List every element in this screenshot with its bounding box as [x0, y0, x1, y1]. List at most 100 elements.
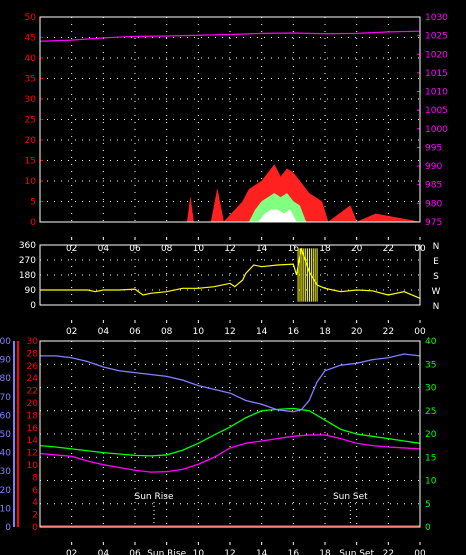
pioggia-ytick-label: 2 [32, 511, 38, 521]
wind-xtick-label: 08 [161, 244, 173, 254]
wind-xtick-label: 18 [319, 244, 331, 254]
temp-ytick-label: 5 [425, 500, 431, 510]
wind-xtick-label: 02 [66, 244, 77, 254]
humidity-xtick-label: Sun Rise [147, 549, 186, 555]
umidita-ytick-label: 60 [0, 411, 11, 421]
pressure-ytick-label: 1030 [425, 13, 448, 23]
wind-max-area [40, 164, 421, 223]
umidita-ytick-label: 30 [0, 467, 11, 477]
humidity-xtick-label: 04 [98, 549, 110, 555]
wind-ytick-label: 40 [25, 54, 37, 64]
wind-ytick-label: 25 [25, 116, 36, 126]
wind-ytick-label: 15 [25, 157, 36, 167]
pressure-ytick-label: 1015 [425, 69, 448, 79]
direction-ytick-label: 180 [19, 271, 36, 281]
temp-ytick-label: 35 [425, 360, 436, 370]
pressure-ytick-label: 1020 [425, 50, 448, 60]
pressure-ytick-label: 990 [425, 162, 442, 172]
label-temperatura: Temperatura [312, 321, 383, 334]
pioggia-ytick-label: 28 [27, 349, 39, 359]
humidity-xtick-label: 00 [414, 549, 426, 555]
wind-ytick-label: 30 [25, 95, 37, 105]
humidity-xtick-label: 10 [193, 549, 205, 555]
direction-xtick-label: 22 [383, 327, 394, 337]
direction-xtick-label: 18 [319, 327, 331, 337]
humidity-xtick-label: Sun Set [339, 549, 374, 555]
dewpoint-line [39, 434, 421, 473]
direction-compass-label: E [433, 257, 439, 267]
pressure-ytick-label: 1000 [425, 125, 448, 135]
wind-ytick-label: 0 [30, 218, 36, 228]
pressure-ytick-label: 995 [425, 143, 442, 153]
direction-panel-frame [39, 244, 421, 306]
direction-xtick-label: 04 [98, 327, 110, 337]
pressure-ytick-label: 985 [425, 181, 442, 191]
umidita-ytick-label: 0 [5, 523, 11, 533]
temp-ytick-label: 15 [425, 453, 436, 463]
temp-ytick-label: 10 [425, 477, 437, 487]
pioggia-ytick-label: 16 [27, 424, 39, 434]
wind-xtick-label: 22 [383, 244, 394, 254]
wind-ytick-label: 10 [25, 177, 37, 187]
temp-ytick-label: 30 [425, 384, 437, 394]
direction-compass-label: N [433, 242, 440, 252]
humidity-xtick-label: 14 [256, 549, 268, 555]
label-dewpoint: Dew Point (°C) [392, 321, 466, 334]
direction-compass-label: W [432, 287, 441, 297]
wind-xtick-label: 06 [129, 244, 141, 254]
umidita-ytick-label: 40 [0, 449, 11, 459]
direction-compass-label: S [433, 272, 439, 282]
wind-panel-frame [39, 16, 421, 223]
direction-xtick-label: 20 [351, 327, 363, 337]
pioggia-ytick-label: 22 [27, 387, 38, 397]
pioggia-ytick-label: 10 [27, 461, 39, 471]
wind-ytick-label: 20 [25, 136, 37, 146]
direction-compass-label: N [433, 302, 440, 312]
direction-ytick-label: 270 [19, 256, 36, 266]
humidity-xtick-label: 02 [66, 549, 77, 555]
umidita-ytick-label: 70 [0, 393, 11, 403]
pioggia-ytick-label: 24 [27, 374, 39, 384]
label-pioggia: Pioggia [2, 321, 42, 334]
umidita-ytick-label: 10 [0, 504, 11, 514]
pioggia-ytick-label: 26 [27, 362, 39, 372]
pressure-ytick-label: 1025 [425, 32, 448, 42]
header-right-label: Pressione [372, 0, 425, 13]
direction-ytick-label: 0 [30, 301, 36, 311]
direction-xtick-label: 16 [288, 327, 300, 337]
pioggia-ytick-label: 8 [32, 473, 38, 483]
humidity-line [40, 353, 421, 413]
direction-xtick-label: 06 [129, 327, 141, 337]
header-center-label: 24 hour graph data - 18 Settembre 2006 [170, 0, 395, 12]
pressure-ytick-label: 1005 [425, 106, 448, 116]
humidity-xtick-label: 06 [129, 549, 141, 555]
wind-ytick-label: 35 [25, 75, 36, 85]
wind-xtick-label: 12 [224, 244, 235, 254]
pressure-ytick-label: 980 [425, 199, 442, 209]
pioggia-ytick-label: 12 [27, 449, 38, 459]
umidita-ytick-label: 90 [0, 356, 11, 366]
direction-xtick-label: 12 [224, 327, 235, 337]
humidity-xtick-label: 16 [288, 549, 300, 555]
wind-xtick-label: 20 [351, 244, 363, 254]
temp-ytick-label: 25 [425, 407, 436, 417]
direction-ytick-label: 360 [19, 241, 36, 251]
wind-xtick-label: 04 [98, 244, 110, 254]
direction-xtick-label: 02 [66, 327, 77, 337]
humidity-xtick-label: 22 [383, 549, 394, 555]
pioggia-ytick-label: 4 [32, 498, 38, 508]
header-left-label: Forza vento’) [6, 0, 78, 13]
sun-rise-label: Sun Rise [135, 492, 174, 502]
pioggia-ytick-label: 14 [27, 436, 39, 446]
humidity-panel-frame [39, 340, 421, 528]
direction-line [40, 248, 421, 299]
wind-xtick-label: 16 [288, 244, 300, 254]
pressure-line [39, 30, 421, 42]
umidita-ytick-label: 80 [0, 374, 11, 384]
umidita-ytick-label: 50 [0, 430, 11, 440]
pressure-ytick-label: 975 [425, 218, 442, 228]
humidity-xtick-label: 12 [224, 549, 235, 555]
temp-ytick-label: 0 [425, 523, 431, 533]
humidity-xtick-label: 18 [319, 549, 331, 555]
